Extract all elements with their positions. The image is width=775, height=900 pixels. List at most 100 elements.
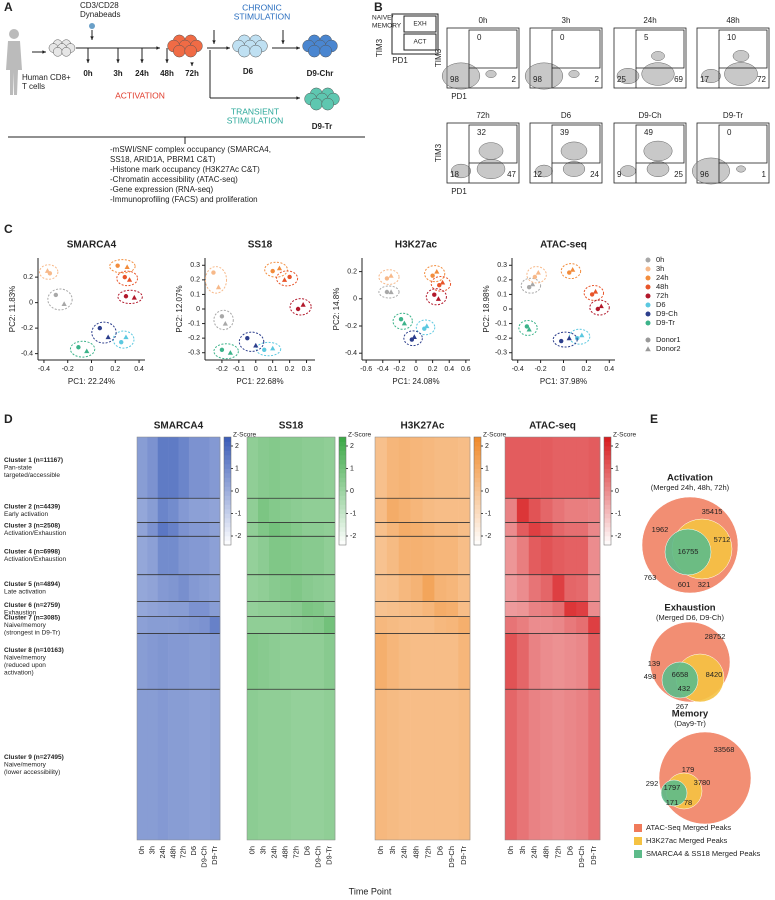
colorbar-tick-label: 1 <box>485 465 489 472</box>
pca-point <box>84 348 90 354</box>
d9chr-label: D9-Chr <box>307 69 334 78</box>
schematic-act <box>403 33 437 51</box>
schematic-exh <box>403 15 437 33</box>
venn-title: Memory <box>672 709 709 720</box>
heatmap-cell <box>157 601 169 617</box>
heatmap-cell <box>188 616 200 634</box>
y-tick-label: 0 <box>29 299 33 306</box>
heatmap-cell <box>552 522 565 537</box>
group-ellipse <box>589 299 610 316</box>
heatmap-cell <box>313 601 325 617</box>
heatmap-cell <box>209 574 221 602</box>
heatmap-cell <box>258 689 270 840</box>
cluster-desc: Naive/memory <box>4 654 47 661</box>
heatmap-cell <box>410 437 423 499</box>
colorbar-slice <box>604 459 611 465</box>
flow-gate <box>718 124 768 164</box>
cell <box>319 44 332 58</box>
heatmap-cell <box>576 601 589 617</box>
legend-swatch <box>645 302 651 308</box>
flow-lr-value: 2 <box>512 75 517 84</box>
y-tick-label: -0.3 <box>495 350 507 357</box>
heatmap-cell <box>375 574 388 602</box>
heatmap-cell <box>157 437 169 499</box>
colorbar-tick-label: -1 <box>235 510 241 517</box>
heatmap-cell <box>434 574 447 602</box>
group-ellipse <box>91 321 117 344</box>
colorbar-tick-label: 2 <box>235 443 239 450</box>
time-tick-label: 24h <box>158 846 167 859</box>
heatmap-cell <box>540 437 553 499</box>
legend-label: 72h <box>656 291 669 300</box>
colorbar-slice <box>604 486 611 492</box>
schematic-naive: NAIVE/ <box>372 15 394 22</box>
heatmap-cell <box>313 437 325 499</box>
heatmap-cell <box>147 633 159 690</box>
venn-set <box>660 779 688 807</box>
flow-gate <box>718 29 768 69</box>
pca-point <box>44 268 51 273</box>
group-ellipse <box>69 340 96 358</box>
heatmap-cell <box>157 574 169 602</box>
heatmap-cell <box>147 536 159 575</box>
flow-density <box>692 157 730 185</box>
heatmap-cell <box>375 689 388 840</box>
pca-point <box>566 335 572 341</box>
heatmap-cell <box>588 498 601 523</box>
colorbar-slice <box>474 527 481 532</box>
colorbar-tick-label: -2 <box>350 533 356 540</box>
flow-lr-value: 69 <box>674 75 683 84</box>
heatmap-cell <box>458 498 471 523</box>
time-tick-label: 3h <box>518 846 527 854</box>
x-tick-label: 0 <box>414 366 418 373</box>
heatmap-cell <box>410 536 423 575</box>
heatmap-cell <box>302 522 314 537</box>
arrow-head <box>90 36 94 40</box>
pca-title: SS18 <box>248 240 273 251</box>
colorbar-slice <box>224 441 231 447</box>
heatmap-cell <box>576 689 589 840</box>
y-tick-label: 0 <box>353 296 357 303</box>
colorbar-slice <box>604 473 611 478</box>
y-tick-label: -0.2 <box>21 325 33 332</box>
group-ellipse <box>430 275 452 292</box>
heatmap-cell <box>137 498 148 523</box>
pca-point <box>300 302 306 307</box>
heatmap-cell <box>269 633 281 690</box>
assay-line: -Chromatin accessibility (ATAC-seq) <box>110 175 238 184</box>
colorbar-label: Z-Score <box>233 432 257 439</box>
heatmap-cell <box>178 633 190 690</box>
heatmap-cell <box>168 536 179 575</box>
time-tick-label: 72h <box>291 846 300 859</box>
heatmap-cell <box>398 689 411 840</box>
heatmap-frame <box>374 436 471 841</box>
heatmap-cell <box>209 498 221 523</box>
assay-line: SS18, ARID1A, PBRM1 C&T) <box>110 155 216 164</box>
colorbar-tick-label: -2 <box>485 533 491 540</box>
flow-density <box>560 141 588 161</box>
heatmap-cell <box>516 616 530 634</box>
y-tick-label: -0.2 <box>495 335 507 342</box>
flow-frame <box>696 27 770 89</box>
legend-label: Donor2 <box>656 344 681 353</box>
heatmap-cell <box>247 689 259 840</box>
pca-point <box>105 334 111 340</box>
colorbar-slice <box>474 473 481 478</box>
heatmap-cell <box>188 522 200 537</box>
colorbar-slice <box>604 527 611 532</box>
x-tick-label: 0.4 <box>134 366 144 373</box>
venn-count: 8420 <box>706 670 723 679</box>
cluster-desc: (reduced upon <box>4 662 46 669</box>
heatmap-cell <box>178 574 190 602</box>
colorbar-slice <box>604 513 611 519</box>
panel-label: B <box>374 0 383 14</box>
group-ellipse <box>424 265 446 283</box>
colorbar-slice <box>339 450 346 456</box>
pca-point <box>270 268 275 274</box>
colorbar-slice <box>474 522 481 528</box>
heatmap-cell <box>137 616 148 634</box>
arrow-head <box>42 50 46 54</box>
pca-point <box>524 324 530 329</box>
heatmap-cell <box>505 498 518 523</box>
colorbar-slice <box>224 468 231 474</box>
